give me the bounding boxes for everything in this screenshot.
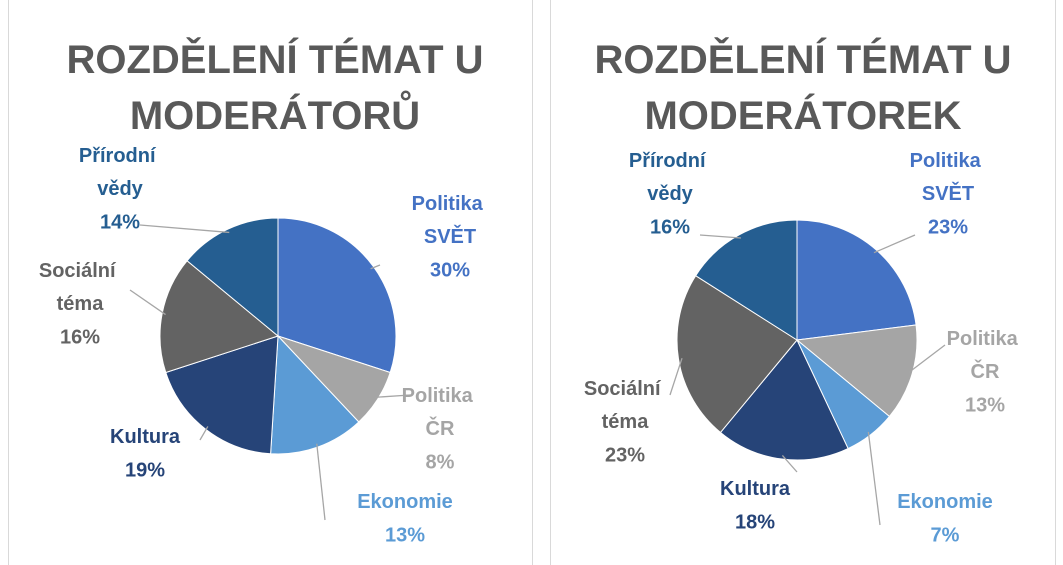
data-label-value: 16%: [650, 216, 690, 238]
data-label-value: 14%: [100, 211, 140, 233]
leader-line: [129, 289, 166, 316]
label-line: Kultura: [720, 478, 791, 500]
data-label-category: Přírodní vědy: [79, 145, 161, 200]
pie-slice: [694, 219, 798, 341]
leader-line: [781, 455, 798, 473]
data-label-category: Kultura: [720, 478, 791, 500]
chart-title: ROZDĚLENÍ TÉMAT U MODERÁTOREK: [594, 38, 1012, 138]
label-line: Politika: [947, 328, 1024, 350]
leader-line: [139, 224, 230, 234]
label-line: Ekonomie: [897, 491, 993, 513]
label-line: téma: [602, 411, 650, 433]
data-label-category: Politika SVĚT: [412, 193, 489, 248]
panel-border: [8, 0, 533, 565]
panel-border: [550, 0, 1056, 565]
pie-slice: [719, 339, 849, 461]
data-label-category: Politika ČR: [402, 385, 479, 440]
label-line: Kultura: [110, 426, 181, 448]
data-label-category: Sociální téma: [584, 378, 666, 433]
pie-slice: [186, 217, 279, 338]
label-line: vědy: [647, 183, 693, 205]
data-label-category: Přírodní vědy: [629, 150, 711, 205]
leader-line: [669, 358, 683, 396]
label-line: SVĚT: [922, 181, 974, 205]
leader-line: [867, 431, 881, 526]
data-label-value: 16%: [60, 326, 100, 348]
label-line: ČR: [971, 359, 1000, 383]
data-label-value: 13%: [965, 394, 1005, 416]
label-line: Přírodní: [629, 150, 711, 172]
data-label-category: Politika ČR: [947, 328, 1024, 383]
label-line: vědy: [97, 178, 143, 200]
label-line: ČR: [426, 416, 455, 440]
pie-slice: [159, 260, 280, 374]
pie-slice: [270, 334, 360, 455]
label-line: Ekonomie: [357, 491, 453, 513]
pie-slice: [796, 219, 917, 341]
label-line: Přírodní: [79, 145, 161, 167]
data-label-value: 13%: [385, 524, 425, 546]
label-line: Politika: [910, 150, 987, 172]
data-label-value: 30%: [430, 259, 470, 281]
chart-title: ROZDĚLENÍ TÉMAT U MODERÁTORŮ: [66, 38, 484, 138]
pie-slice: [795, 324, 918, 418]
label-line: Politika: [412, 193, 489, 215]
data-label-value: 7%: [931, 524, 960, 546]
label-line: SVĚT: [424, 224, 476, 248]
data-label-value: 23%: [928, 216, 968, 238]
data-label-category: Ekonomie: [357, 491, 453, 513]
leader-line: [370, 264, 381, 270]
label-line: Sociální: [39, 260, 121, 282]
data-label-value: 18%: [735, 511, 775, 533]
leader-line: [908, 344, 946, 373]
data-label-category: Politika SVĚT: [910, 150, 987, 205]
pie-slice: [676, 275, 798, 434]
data-label-value: 23%: [605, 444, 645, 466]
leader-line: [873, 234, 916, 254]
data-label-value: 19%: [125, 459, 165, 481]
label-line: Politika: [402, 385, 479, 407]
data-label-category: Sociální téma: [39, 260, 121, 315]
data-label-category: Ekonomie: [897, 491, 993, 513]
pie-slice: [277, 217, 397, 374]
data-label-value: 8%: [426, 451, 455, 473]
data-label-category: Kultura: [110, 426, 181, 448]
label-line: Sociální: [584, 378, 666, 400]
leader-line: [374, 394, 411, 398]
leader-line: [699, 234, 741, 239]
leader-line: [199, 426, 209, 441]
label-line: téma: [57, 293, 105, 315]
leader-line: [316, 443, 326, 521]
